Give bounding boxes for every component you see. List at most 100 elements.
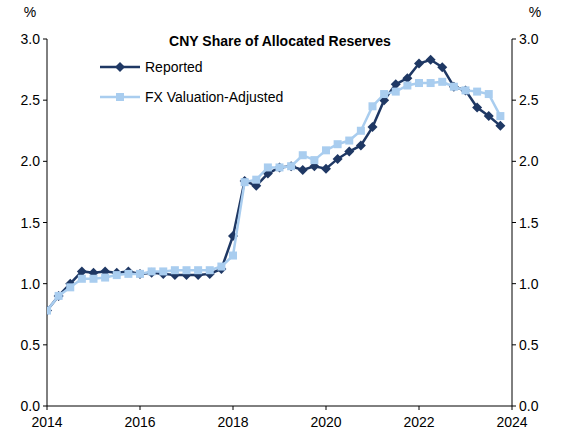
y-tick [43, 222, 47, 223]
y2-tick-label: 0.0 [519, 398, 539, 414]
series-marker [345, 137, 353, 145]
series-marker [147, 268, 157, 278]
series-marker [276, 163, 284, 171]
series-marker [66, 283, 74, 291]
legend-marker [115, 62, 125, 72]
y-tick-label: 2.0 [21, 153, 41, 169]
series-marker [356, 140, 366, 150]
series-marker [426, 55, 436, 65]
series-marker [287, 162, 295, 170]
series-marker [264, 163, 272, 171]
x-axis-line [47, 406, 512, 407]
x-tick [326, 406, 327, 410]
series-marker [206, 266, 214, 274]
series-marker [427, 79, 435, 87]
y-tick-label: 2.5 [21, 92, 41, 108]
y2-tick-label: 1.0 [519, 276, 539, 292]
series-marker [462, 86, 470, 94]
series-marker [392, 88, 400, 96]
y-tick-label: 1.5 [21, 215, 41, 231]
y-tick-label: 0.5 [21, 337, 41, 353]
series-marker [485, 90, 493, 98]
y2-tick [512, 406, 516, 407]
x-tick-label: 2018 [217, 414, 248, 430]
y2-tick [512, 100, 516, 101]
y-tick [43, 283, 47, 284]
chart: 0.00.51.01.52.02.53.00.00.51.01.52.02.53… [0, 0, 572, 447]
series-marker [403, 81, 411, 89]
x-tick [47, 406, 48, 410]
y-tick-label: 1.0 [21, 276, 41, 292]
series-marker [159, 267, 167, 275]
series-marker [124, 270, 132, 278]
series-marker [241, 178, 249, 186]
y-tick-label: 3.0 [21, 31, 41, 47]
series-marker [369, 102, 377, 110]
y-tick [43, 39, 47, 40]
x-tick [512, 406, 513, 410]
series-marker [286, 161, 296, 171]
series-marker [113, 271, 121, 279]
legend-label: FX Valuation-Adjusted [145, 89, 283, 105]
y2-tick [512, 283, 516, 284]
series-marker [333, 154, 343, 164]
series-marker [78, 275, 86, 283]
x-tick [140, 406, 141, 410]
series-marker [461, 85, 471, 95]
series-marker [450, 83, 458, 91]
y-tick-label: 0.0 [21, 398, 41, 414]
legend-marker [116, 93, 124, 101]
series-marker [194, 266, 202, 274]
series-marker [472, 103, 482, 113]
series-line [47, 82, 500, 311]
series-marker [90, 275, 98, 283]
series-marker [414, 58, 424, 68]
y2-axis-label: % [529, 4, 541, 20]
series-marker [183, 266, 191, 274]
series-marker [275, 162, 285, 172]
series-marker [438, 78, 446, 86]
series-marker [449, 82, 459, 92]
x-tick-label: 2020 [310, 414, 341, 430]
series-marker [47, 307, 51, 315]
x-tick-label: 2016 [124, 414, 155, 430]
series-marker [344, 147, 354, 157]
series-marker [101, 274, 109, 282]
series-marker [495, 121, 505, 131]
series-marker [299, 151, 307, 159]
series-marker [484, 111, 494, 121]
y2-tick-label: 2.0 [519, 153, 539, 169]
series-line [47, 60, 500, 311]
y2-tick-label: 1.5 [519, 215, 539, 231]
series-marker [217, 263, 225, 271]
y2-tick [512, 222, 516, 223]
y2-tick-label: 2.5 [519, 92, 539, 108]
series-marker [298, 165, 308, 175]
y-tick [43, 344, 47, 345]
y2-tick [512, 161, 516, 162]
y-axis-label: % [24, 4, 36, 20]
series-marker [380, 90, 388, 98]
series-marker [473, 88, 481, 96]
y-tick [43, 161, 47, 162]
y2-tick [512, 39, 516, 40]
y-tick [43, 100, 47, 101]
series-marker [357, 127, 365, 135]
series-marker [322, 146, 330, 154]
series-marker [252, 176, 260, 184]
series-marker [334, 140, 342, 148]
series-marker [136, 270, 144, 278]
x-tick-label: 2022 [403, 414, 434, 430]
series-marker [54, 291, 64, 301]
x-tick [233, 406, 234, 410]
series-marker [55, 292, 63, 300]
series-marker [171, 266, 179, 274]
x-tick-label: 2014 [31, 414, 62, 430]
x-tick [419, 406, 420, 410]
series-marker [310, 156, 318, 164]
series-marker [415, 79, 423, 87]
series-marker [321, 164, 331, 174]
series-marker [496, 112, 504, 120]
plot-area [47, 55, 505, 316]
series-marker [240, 176, 250, 186]
